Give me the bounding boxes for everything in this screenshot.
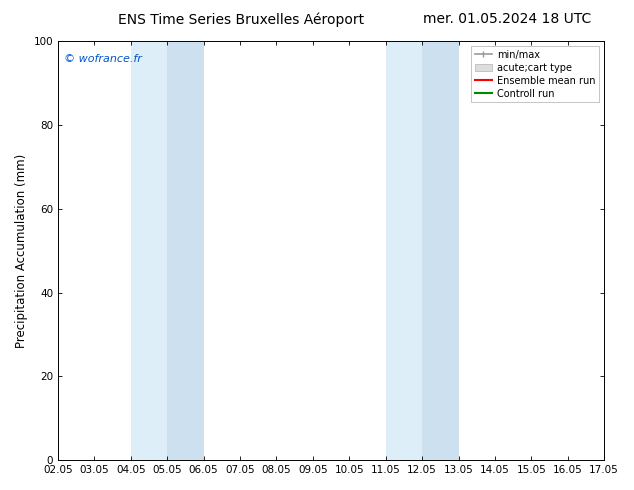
Bar bbox=[167, 41, 204, 460]
Bar bbox=[131, 41, 167, 460]
Y-axis label: Precipitation Accumulation (mm): Precipitation Accumulation (mm) bbox=[15, 153, 28, 348]
Legend: min/max, acute;cart type, Ensemble mean run, Controll run: min/max, acute;cart type, Ensemble mean … bbox=[470, 46, 599, 102]
Text: mer. 01.05.2024 18 UTC: mer. 01.05.2024 18 UTC bbox=[423, 12, 592, 26]
Text: © wofrance.fr: © wofrance.fr bbox=[63, 53, 141, 64]
Bar bbox=[422, 41, 458, 460]
Text: ENS Time Series Bruxelles Aéroport: ENS Time Series Bruxelles Aéroport bbox=[118, 12, 364, 27]
Bar bbox=[385, 41, 422, 460]
